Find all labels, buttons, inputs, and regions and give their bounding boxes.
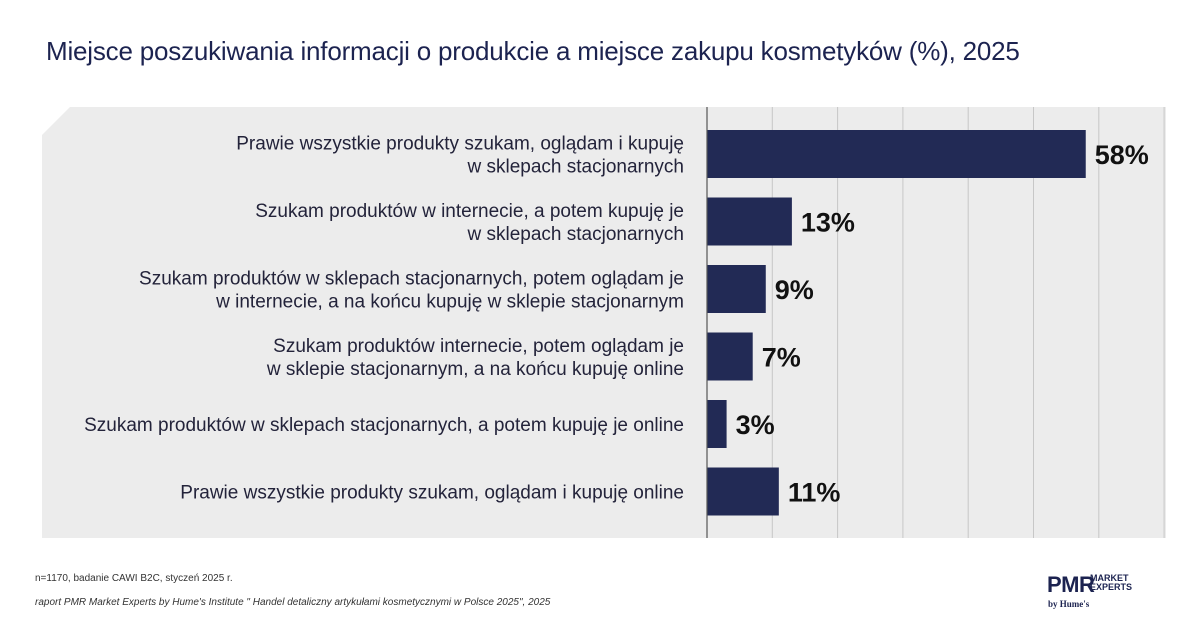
logo-side-line1: MARKET xyxy=(1090,573,1129,583)
chart-panel xyxy=(42,107,1166,538)
data-label: 7% xyxy=(762,343,801,373)
logo-side-line2: EXPERTS xyxy=(1090,582,1133,592)
chart-title: Miejsce poszukiwania informacji o produk… xyxy=(46,36,1020,66)
bar xyxy=(707,400,727,448)
data-label: 11% xyxy=(788,478,841,508)
logo-main-text: PMR xyxy=(1047,572,1095,597)
category-label: Prawie wszystkie produkty szukam, ogląda… xyxy=(180,483,684,504)
data-label: 13% xyxy=(801,208,855,238)
logo-side-text: MARKET EXPERTS xyxy=(1090,574,1132,592)
footnote: n=1170, badanie CAWI B2C, styczeń 2025 r… xyxy=(35,573,233,584)
category-label: Szukam produktów internecie, potem ogląd… xyxy=(273,336,684,357)
bar xyxy=(707,130,1086,178)
bar xyxy=(707,265,766,313)
bar xyxy=(707,332,753,381)
pmr-logo: PMR MARKET EXPERTS by Hume's xyxy=(1047,572,1157,612)
data-label: 3% xyxy=(736,410,775,440)
category-label: w sklepach stacjonarnych xyxy=(467,224,685,245)
category-label: Prawie wszystkie produkty szukam, ogląda… xyxy=(236,134,684,155)
bar xyxy=(707,467,779,516)
logo-by-text: by Hume's xyxy=(1048,599,1090,609)
category-label: w sklepach stacjonarnych xyxy=(467,157,685,178)
category-label: w sklepie stacjonarnym, a na końcu kupuj… xyxy=(266,359,684,380)
data-label: 9% xyxy=(775,275,814,305)
category-label: Szukam produktów w sklepach stacjonarnyc… xyxy=(84,415,684,436)
category-label: Szukam produktów w sklepach stacjonarnyc… xyxy=(139,269,684,290)
category-label: Szukam produktów w internecie, a potem k… xyxy=(255,201,684,222)
category-label: w internecie, a na końcu kupuję w sklepi… xyxy=(215,292,684,313)
bar xyxy=(707,197,792,246)
source-note: raport PMR Market Experts by Hume's Inst… xyxy=(35,597,551,608)
data-label: 58% xyxy=(1095,140,1149,170)
